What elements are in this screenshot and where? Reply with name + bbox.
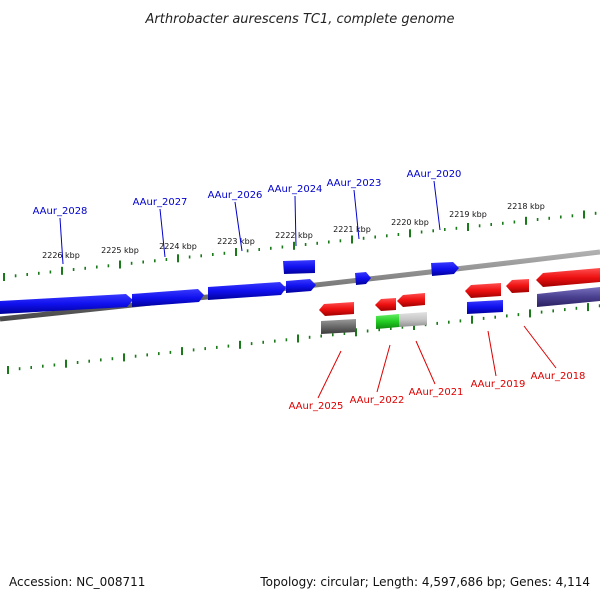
leader-line (415, 340, 436, 385)
leader-line (317, 350, 342, 399)
gene-label-aaur-2021[interactable]: AAur_2021 (409, 387, 464, 398)
gene-arrow-aaur-2024-a[interactable] (283, 260, 315, 274)
gene-label-aaur-2024[interactable]: AAur_2024 (268, 184, 323, 195)
forward-strand-genes (0, 260, 503, 314)
leader-line (294, 195, 297, 247)
tick-label: 2224 kbp (159, 242, 197, 251)
tick-label: 2226 kbp (42, 251, 80, 260)
leader-line (159, 208, 166, 258)
gene-label-aaur-2020[interactable]: AAur_2020 (407, 169, 462, 180)
tick-label: 2223 kbp (217, 237, 255, 246)
gene-label-aaur-2018[interactable]: AAur_2018 (531, 371, 586, 382)
leader-line (487, 330, 497, 377)
gene-green-segment[interactable] (376, 314, 399, 329)
gene-arrow-aaur-2027[interactable] (132, 289, 204, 307)
gene-lightgrey-segment[interactable] (399, 312, 427, 327)
gene-label-aaur-2028[interactable]: AAur_2028 (33, 206, 88, 217)
gene-arrow-aaur-2023[interactable] (355, 272, 371, 285)
forward-gene-labels: AAur_2028 AAur_2027 AAur_2026 AAur_2024 … (33, 169, 462, 265)
leader-line (59, 217, 64, 265)
tick-label: 2218 kbp (507, 202, 545, 211)
gene-label-aaur-2022[interactable]: AAur_2022 (350, 395, 405, 406)
gene-label-aaur-2025[interactable]: AAur_2025 (289, 401, 344, 412)
gene-arrow-aaur-2018-a[interactable] (506, 279, 529, 293)
leader-line (433, 180, 441, 231)
tick-label: 2219 kbp (449, 210, 487, 219)
gene-label-aaur-2019[interactable]: AAur_2019 (471, 379, 526, 390)
gene-arrow-aaur-2020[interactable] (431, 262, 459, 276)
gene-label-aaur-2023[interactable]: AAur_2023 (327, 178, 382, 189)
reverse-strand-genes (319, 268, 600, 334)
gene-arrow-aaur-2019[interactable] (465, 283, 501, 298)
inner-tick-track (7, 303, 600, 374)
tick-label: 2222 kbp (275, 231, 313, 240)
gene-label-aaur-2027[interactable]: AAur_2027 (133, 197, 188, 208)
gene-arrow-aaur-2024-b[interactable] (286, 279, 316, 293)
gene-arrow-aaur-2019-fwd[interactable] (467, 300, 503, 314)
accession-text: Accession: NC_008711 (9, 575, 145, 589)
gene-arrow-aaur-2018-b[interactable] (536, 268, 600, 287)
gene-navy-segment[interactable] (537, 287, 600, 307)
gene-arrow-aaur-2021[interactable] (397, 293, 425, 307)
genome-summary-text: Topology: circular; Length: 4,597,686 bp… (259, 575, 590, 589)
leader-line (376, 344, 391, 393)
gene-arrow-aaur-2022[interactable] (375, 298, 396, 311)
tick-label: 2225 kbp (101, 246, 139, 255)
gene-arrow-aaur-2028[interactable] (0, 294, 133, 314)
leader-line (234, 201, 243, 252)
gene-label-aaur-2026[interactable]: AAur_2026 (208, 190, 263, 201)
map-title: Arthrobacter aurescens TC1, complete gen… (145, 12, 455, 27)
gene-rna-grey[interactable] (321, 319, 356, 334)
leader-line (523, 325, 557, 369)
reverse-gene-labels: AAur_2025 AAur_2022 AAur_2021 AAur_2019 … (289, 325, 586, 412)
gene-arrow-aaur-2026[interactable] (208, 282, 286, 300)
outer-tick-track (3, 210, 597, 281)
tick-label: 2220 kbp (391, 218, 429, 227)
tick-label: 2221 kbp (333, 225, 371, 234)
leader-line (353, 189, 360, 240)
gene-arrow-aaur-2025[interactable] (319, 302, 354, 316)
tick-labels: 2226 kbp 2225 kbp 2224 kbp 2223 kbp 2222… (42, 202, 545, 260)
